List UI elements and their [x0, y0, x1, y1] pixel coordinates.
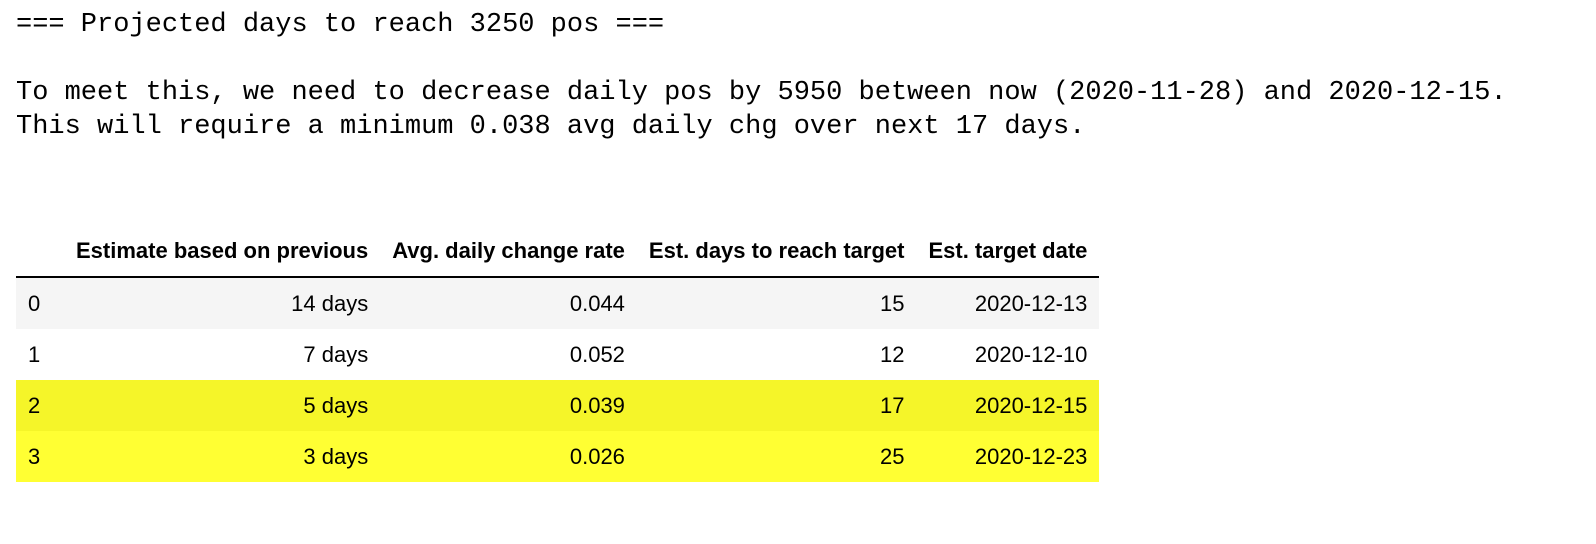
row-index: 3	[16, 431, 64, 482]
cell-based-on: 7 days	[64, 329, 381, 380]
cell-output-text: === Projected days to reach 3250 pos ===…	[16, 8, 1507, 144]
cell-rate: 0.052	[380, 329, 637, 380]
cell-days: 17	[636, 380, 917, 431]
column-header-rate: Avg. daily change rate	[380, 226, 637, 278]
cell-date: 2020-12-13	[916, 277, 1100, 329]
table-row: 0 14 days 0.044 15 2020-12-13	[16, 277, 1100, 329]
column-header-days: Est. days to reach target	[636, 226, 917, 278]
output-line-requirement: This will require a minimum 0.038 avg da…	[16, 112, 1086, 142]
cell-based-on: 5 days	[64, 380, 381, 431]
table-header-row: Estimate based on previous Avg. daily ch…	[16, 226, 1100, 278]
row-index: 1	[16, 329, 64, 380]
cell-date: 2020-12-23	[916, 431, 1100, 482]
column-header-based-on: Estimate based on previous	[64, 226, 381, 278]
output-heading-line: === Projected days to reach 3250 pos ===	[16, 10, 665, 40]
cell-rate: 0.039	[380, 380, 637, 431]
table-row: 1 7 days 0.052 12 2020-12-10	[16, 329, 1100, 380]
cell-rate: 0.026	[380, 431, 637, 482]
column-header-date: Est. target date	[916, 226, 1100, 278]
cell-rate: 0.044	[380, 277, 637, 329]
cell-days: 12	[636, 329, 917, 380]
cell-based-on: 3 days	[64, 431, 381, 482]
cell-date: 2020-12-10	[916, 329, 1100, 380]
table-row-highlighted: 3 3 days 0.026 25 2020-12-23	[16, 431, 1100, 482]
cell-date: 2020-12-15	[916, 380, 1100, 431]
table-row-highlighted: 2 5 days 0.039 17 2020-12-15	[16, 380, 1100, 431]
index-column-header	[16, 226, 64, 278]
row-index: 0	[16, 277, 64, 329]
row-index: 2	[16, 380, 64, 431]
cell-days: 15	[636, 277, 917, 329]
output-blank-line	[16, 42, 1507, 76]
cell-based-on: 14 days	[64, 277, 381, 329]
cell-days: 25	[636, 431, 917, 482]
output-line-decrease: To meet this, we need to decrease daily …	[16, 78, 1507, 108]
projection-table: Estimate based on previous Avg. daily ch…	[16, 226, 1100, 482]
